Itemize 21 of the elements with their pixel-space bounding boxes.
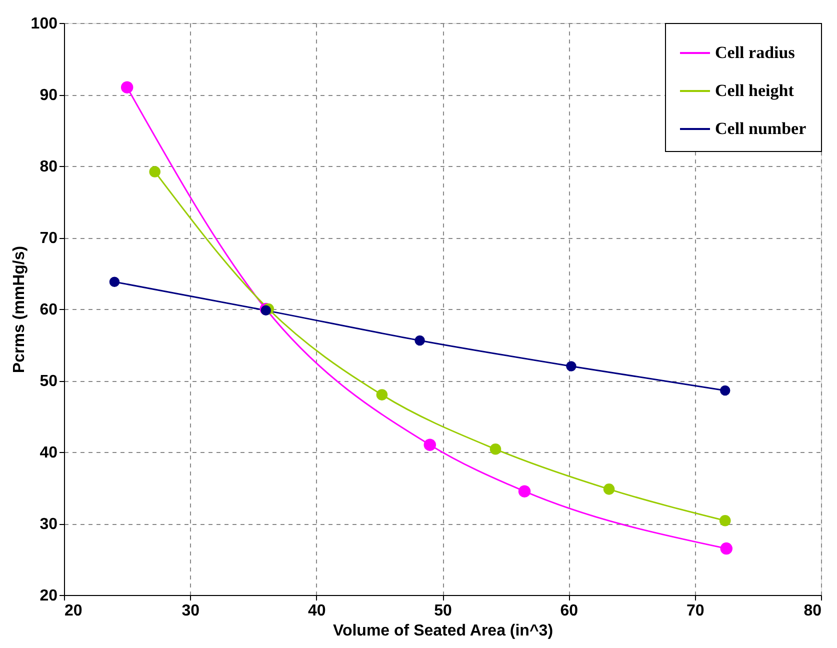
x-tick-label: 20: [64, 602, 82, 620]
y-tick-label: 60: [40, 302, 58, 318]
y-tick-label: 70: [40, 230, 58, 247]
y-axis-title: Pcrms (mmHg/s): [10, 246, 28, 374]
x-tick-label: 40: [308, 602, 326, 620]
x-tick-label: 70: [686, 602, 704, 620]
y-tick-label: 30: [40, 516, 58, 533]
legend-label: Cell height: [715, 81, 794, 100]
x-tick-label: 50: [434, 602, 452, 620]
y-tick-label: 90: [40, 87, 58, 104]
x-axis-title: Volume of Seated Area (in^3): [332, 622, 554, 640]
y-tick-label: 40: [40, 444, 58, 462]
y-tick-label: 20: [40, 588, 58, 604]
x-tick-label: 80: [804, 602, 822, 620]
y-tick-label: 80: [40, 158, 58, 176]
y-tick-label: 50: [40, 373, 58, 390]
legend-label: Cell number: [715, 119, 807, 138]
x-tick-label: 60: [560, 602, 578, 620]
x-tick-label: 30: [182, 602, 200, 620]
legend-label: Cell radius: [715, 43, 796, 62]
y-tick-label: 100: [30, 16, 58, 32]
